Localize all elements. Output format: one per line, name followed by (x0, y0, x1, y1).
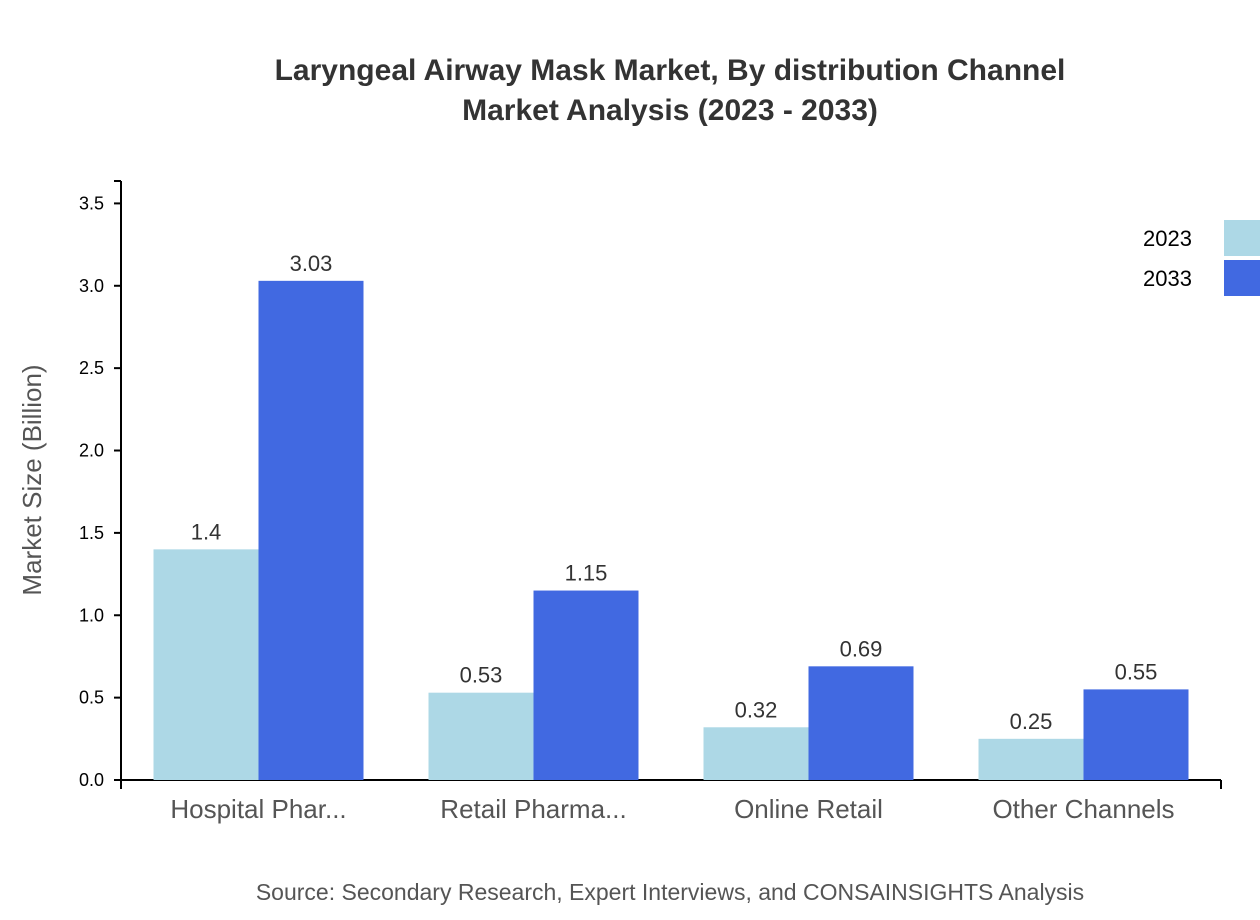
bar-2033 (808, 666, 914, 780)
data-label: 3.03 (290, 251, 333, 276)
bar-2023 (978, 738, 1084, 780)
legend-label: 2033 (1143, 266, 1192, 291)
y-axis-label: Market Size (Billion) (17, 364, 47, 595)
data-label: 0.32 (735, 697, 778, 722)
chart-title: Laryngeal Airway Mask Market, By distrib… (275, 54, 1066, 87)
legend-swatch-2033 (1224, 260, 1260, 296)
y-tick-label: 0.5 (79, 688, 104, 708)
y-tick-label: 1.5 (79, 523, 104, 543)
y-tick-label: 1.0 (79, 605, 104, 625)
x-tick-label: Online Retail (734, 794, 883, 824)
bar-2033 (258, 280, 364, 780)
data-label: 0.25 (1010, 709, 1053, 734)
data-label: 1.4 (191, 519, 222, 544)
bar-2023 (153, 549, 259, 780)
legend-swatch-2023 (1224, 220, 1260, 256)
x-tick-label: Other Channels (992, 794, 1174, 824)
data-label: 0.55 (1115, 659, 1158, 684)
x-tick-label: Retail Pharma... (440, 794, 626, 824)
y-tick-label: 2.5 (79, 358, 104, 378)
source-note: Source: Secondary Research, Expert Inter… (256, 879, 1084, 905)
bar-2033 (1083, 689, 1189, 780)
bar-2033 (533, 590, 639, 780)
bar-2023 (703, 727, 809, 780)
y-tick-label: 2.0 (79, 441, 104, 461)
data-label: 0.53 (460, 663, 503, 688)
data-label: 0.69 (840, 636, 883, 661)
plot-area: 0.0 0.5 1.0 1.5 2.0 2.5 3.0 3.5 Hospital Phar...… (79, 180, 1222, 824)
y-tick-label: 3.5 (79, 193, 104, 213)
chart-subtitle: Market Analysis (2023 - 2033) (462, 94, 878, 127)
x-tick-label: Hospital Phar... (170, 794, 346, 824)
bar-2023 (428, 692, 534, 780)
legend: 2023 2033 (1143, 220, 1260, 296)
data-label: 1.15 (565, 561, 608, 586)
y-tick-label: 3.0 (79, 276, 104, 296)
legend-label: 2023 (1143, 226, 1192, 251)
y-tick-label: 0.0 (79, 770, 104, 790)
